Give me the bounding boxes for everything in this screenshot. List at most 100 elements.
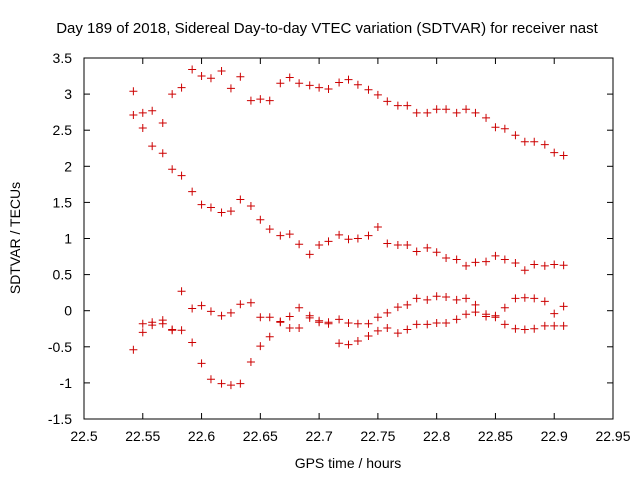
data-point [285,324,294,333]
data-point [285,73,294,82]
data-point [295,240,304,249]
data-point [324,318,333,327]
data-point [442,253,451,262]
data-point [265,332,274,341]
data-point [500,124,509,133]
y-tick-labels: -1.5 -1 -0.5 0 0.5 1 1.5 2 2.5 3 3.5 [48,50,72,427]
data-point [373,326,382,335]
data-point [206,375,215,384]
data-point [511,324,520,333]
data-point [206,203,215,212]
y-tick-label: 0.5 [53,267,73,283]
data-point [412,294,421,303]
data-point [129,87,138,96]
data-point [364,319,373,328]
chart-title: Day 189 of 2018, Sidereal Day-to-day VTE… [56,20,598,37]
data-point [148,142,157,151]
data-point [491,251,500,260]
data-point [236,72,245,81]
data-point [188,65,197,74]
data-point [236,300,245,309]
data-point [285,230,294,239]
data-point [432,318,441,327]
data-point [452,255,461,264]
data-point [452,295,461,304]
series-upper [129,65,568,160]
data-point [335,230,344,239]
data-point [432,292,441,301]
data-point [530,294,539,303]
data-point [217,208,226,217]
data-point [305,313,314,322]
data-point [520,293,529,302]
data-point [295,324,304,333]
data-point [540,261,549,270]
data-point [265,225,274,234]
data-point [217,311,226,320]
data-point [256,313,265,322]
data-point [188,187,197,196]
data-point [197,72,206,81]
data-point [226,381,235,390]
data-point [344,235,353,244]
data-point [442,318,451,327]
y-tick-label: 1 [64,231,72,247]
data-point [393,240,402,249]
data-point [138,328,147,337]
data-point [482,310,491,319]
data-point [393,303,402,312]
series-lower-middle [129,287,568,390]
data-point [423,320,432,329]
data-point [188,338,197,347]
data-point [206,307,215,316]
data-point [148,321,157,330]
data-point [520,137,529,146]
data-point [276,318,285,327]
data-point [177,83,186,92]
data-point [482,257,491,266]
data-point [353,80,362,89]
data-point [236,379,245,388]
data-point [452,108,461,117]
data-point [364,231,373,240]
data-point [383,324,392,333]
y-tick-label: 2 [64,158,72,174]
data-point [491,123,500,132]
data-point [344,340,353,349]
data-point [197,301,206,310]
data-point [462,261,471,270]
data-point [491,311,500,320]
data-point [471,108,480,117]
data-point [129,111,138,120]
data-point [423,108,432,117]
data-point [344,318,353,327]
data-point [246,202,255,211]
data-point [500,255,509,264]
data-point [559,302,568,311]
data-point [393,329,402,338]
data-point [520,325,529,334]
data-point [452,315,461,324]
data-point [236,195,245,204]
data-point [197,359,206,368]
data-point [206,74,215,83]
data-point [373,90,382,99]
data-point [226,308,235,317]
data-point [315,318,324,327]
x-tick-label: 22.7 [305,428,332,444]
x-tick-label: 22.9 [541,428,568,444]
data-point [197,200,206,209]
x-tick-label: 22.65 [243,428,278,444]
y-tick-label: 1.5 [53,194,73,210]
data-point [246,357,255,366]
data-point [158,118,167,127]
data-point [138,319,147,328]
data-point [511,294,520,303]
series-lower [138,292,568,347]
data-point [550,148,559,157]
data-point [315,240,324,249]
data-point [168,165,177,174]
data-point [559,321,568,330]
data-point [364,85,373,94]
data-point [276,231,285,240]
